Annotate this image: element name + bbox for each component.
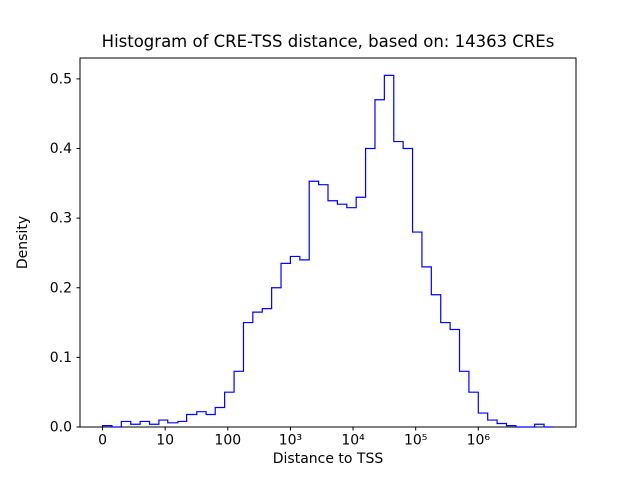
y-axis-ticks: 0.0 0.1 0.2 0.3 0.4 0.5 — [50, 71, 80, 436]
y-tick-label: 0.1 — [50, 350, 72, 366]
histogram-step-line — [101, 74, 554, 428]
y-tick-label: 0.4 — [50, 141, 72, 157]
x-tick-label: 10⁴ — [341, 433, 365, 449]
x-tick-label: 100 — [214, 433, 241, 449]
y-tick-label: 0.3 — [50, 211, 72, 227]
x-tick-label: 10³ — [279, 433, 302, 449]
y-axis-label: Density — [15, 216, 31, 269]
chart-title: Histogram of CRE-TSS distance, based on:… — [102, 32, 555, 51]
x-axis-label: Distance to TSS — [273, 451, 384, 467]
y-tick-label: 0.2 — [50, 280, 72, 296]
x-tick-label: 10 — [156, 433, 174, 449]
y-tick-label: 0.5 — [50, 71, 72, 87]
x-tick-label: 10⁵ — [404, 433, 427, 449]
x-tick-label: 0 — [98, 433, 107, 449]
x-tick-label: 10⁶ — [467, 433, 491, 449]
plot-area-border — [79, 57, 577, 428]
x-axis-ticks: 0 10 100 10³ 10⁴ 10⁵ 10⁶ — [98, 427, 490, 449]
y-tick-label: 0.0 — [50, 420, 72, 436]
